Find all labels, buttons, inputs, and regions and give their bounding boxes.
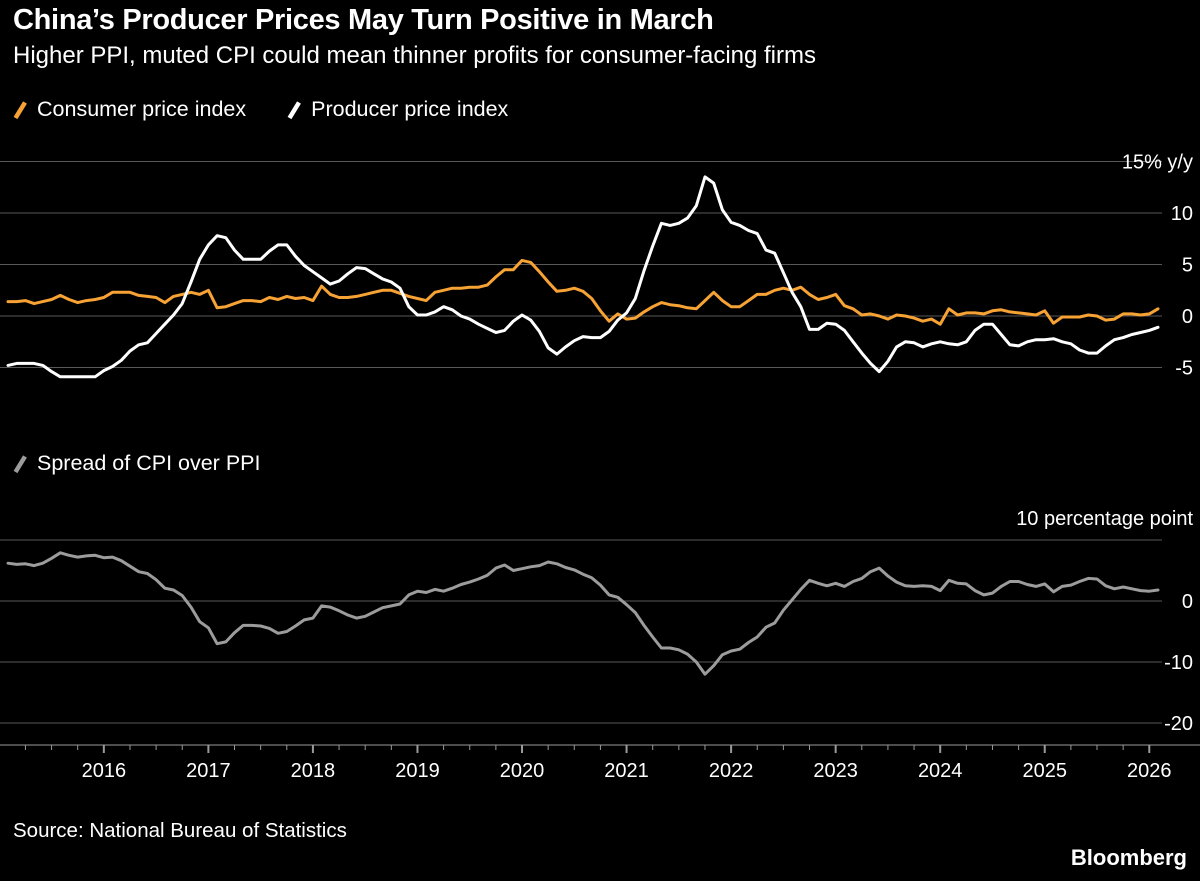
x-axis-label-2026: 2026 (1127, 760, 1172, 782)
series-producer-price-index (6, 175, 1160, 379)
legend-item-ppi: Producer price index (286, 97, 508, 122)
y-axis-label: -20 (1164, 713, 1193, 735)
y-axis-label: -5 (1175, 358, 1193, 380)
x-axis-label-2022: 2022 (709, 760, 754, 782)
x-axis-label-2025: 2025 (1022, 760, 1067, 782)
x-axis-label-2017: 2017 (186, 760, 231, 782)
x-axis-label-2018: 2018 (291, 760, 336, 782)
x-axis-label-2019: 2019 (395, 760, 440, 782)
y-axis-label: 10 percentage point (1016, 508, 1193, 530)
y-axis-label: 15% y/y (1122, 152, 1193, 174)
bloomberg-logo: Bloomberg (1070, 845, 1187, 870)
page-subtitle: Higher PPI, muted CPI could mean thinner… (13, 42, 816, 69)
y-axis-label: 10 (1171, 203, 1193, 225)
x-axis-label-2021: 2021 (604, 760, 649, 782)
y-axis-label: 0 (1182, 591, 1193, 613)
source-note: Source: National Bureau of Statistics (13, 819, 347, 842)
y-axis-label: 5 (1182, 255, 1193, 277)
series-spread-of-cpi-over-ppi (6, 551, 1160, 676)
spread-line-marker-icon (12, 453, 28, 475)
spread-chart: 10 percentage point 0 -10 -20 2016 2017 2018 20… (0, 508, 1200, 782)
x-axis-label-2023: 2023 (813, 760, 858, 782)
x-axis-label-2016: 2016 (82, 760, 127, 782)
spread-chart-legend: Spread of CPI over PPI (12, 451, 260, 476)
ppi-cpi-chart: 15% y/y 10 5 0 -5 (0, 152, 1193, 380)
series-consumer-price-index (6, 258, 1160, 326)
x-axis-label-2020: 2020 (500, 760, 545, 782)
legend-item-cpi: Consumer price index (12, 97, 246, 122)
legend-label-cpi: Consumer price index (37, 97, 247, 121)
y-axis-label: 0 (1182, 306, 1193, 328)
top-chart-legend: Consumer price index Producer price inde… (12, 97, 508, 122)
y-axis-label: -10 (1164, 652, 1193, 674)
ppi-line-marker-icon (286, 99, 302, 121)
x-axis-label-2024: 2024 (918, 760, 963, 782)
cpi-line-marker-icon (12, 99, 28, 121)
legend-label-ppi: Producer price index (311, 97, 509, 121)
legend-label-spread: Spread of CPI over PPI (37, 451, 261, 475)
page-title: China’s Producer Prices May Turn Positiv… (13, 4, 714, 36)
legend-item-spread: Spread of CPI over PPI (12, 451, 260, 476)
